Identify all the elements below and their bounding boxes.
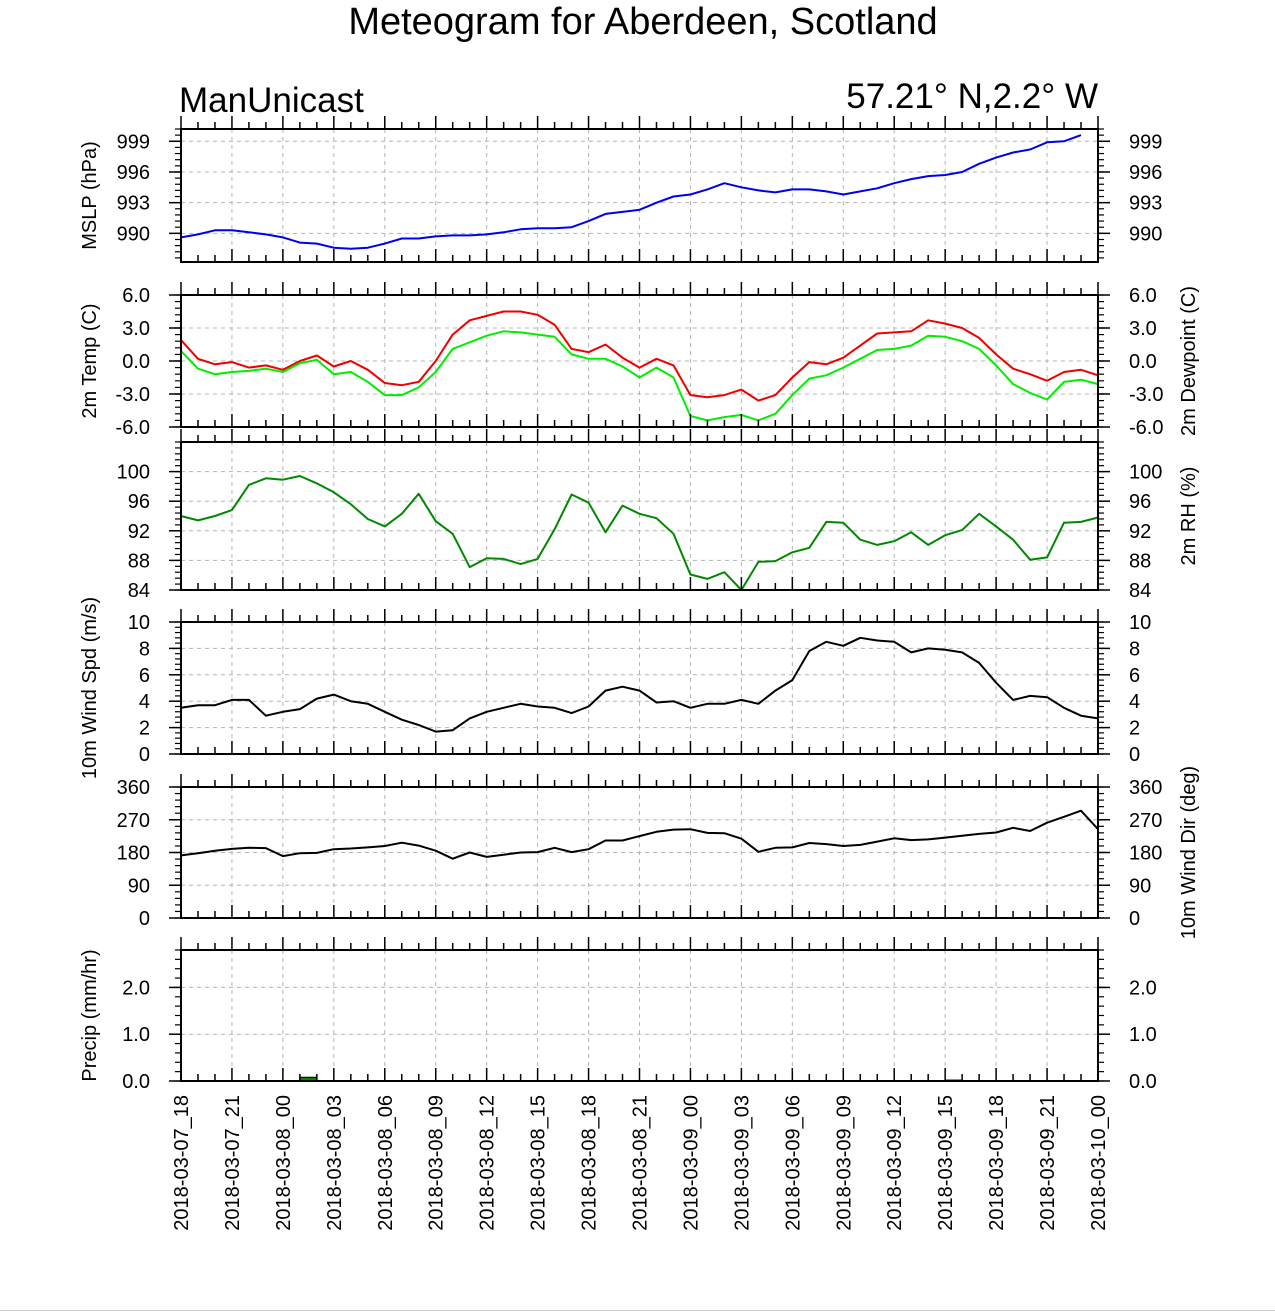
y-axis-title-left: 2m Temp (C) [79, 303, 101, 418]
chart-title: Meteogram for Aberdeen, Scotland [348, 1, 937, 43]
y-tick-label-left: 1.0 [122, 1024, 150, 1046]
y-tick-label-left: 6.0 [122, 285, 150, 307]
panel-5: 0 0 90 90 180 180 270 270 360 360 10m Wind Dir (de… [117, 766, 1200, 939]
x-tick-label: 2018-03-08_03 [324, 1095, 346, 1231]
panel-2: -6.0 -6.0 -3.0 -3.0 0.0 0.0 3.0 3.0 6.0 6.0 2m Tem… [79, 282, 1200, 439]
y-tick-label-left: 0.0 [122, 351, 150, 373]
y-axis-title-left: Precip (mm/hr) [79, 949, 101, 1081]
y-tick-label-right: 360 [1129, 777, 1162, 799]
y-tick-label-left: 10 [128, 612, 150, 634]
y-tick-label-left: 996 [117, 162, 150, 184]
y-tick-label-right: 999 [1129, 131, 1162, 153]
y-tick-label-right: 0 [1129, 908, 1140, 930]
x-tick-label: 2018-03-08_06 [375, 1095, 397, 1231]
location-label: 57.21° N,2.2° W [846, 77, 1098, 116]
y-tick-label-left: 92 [128, 521, 150, 543]
y-tick-label-right: 10 [1129, 612, 1151, 634]
y-tick-label-right: 0.0 [1129, 1071, 1157, 1093]
x-tick-label: 2018-03-09_21 [1037, 1095, 1059, 1231]
y-tick-label-left: 90 [128, 875, 150, 897]
y-tick-label-right: 88 [1129, 550, 1151, 572]
y-tick-label-right: 6.0 [1129, 285, 1157, 307]
series-line-5-1 [180, 809, 1099, 860]
x-tick-label: 2018-03-07_21 [222, 1095, 244, 1231]
y-tick-label-left: 3.0 [122, 318, 150, 340]
series-line-3-1 [180, 475, 1099, 591]
y-axis-title-left: MSLP (hPa) [79, 141, 101, 250]
y-tick-label-right: 96 [1129, 491, 1151, 513]
y-tick-label-left: 100 [117, 462, 150, 484]
y-axis-title-right: 10m Wind Dir (deg) [1178, 766, 1200, 939]
panel-6: 0.0 0.0 1.0 1.0 2.0 2.0 Precip (mm/hr) [79, 937, 1157, 1093]
x-tick-label: 2018-03-09_15 [935, 1095, 957, 1231]
x-tick-label: 2018-03-08_18 [579, 1095, 601, 1231]
y-tick-label-right: 180 [1129, 843, 1162, 865]
y-tick-label-right: 993 [1129, 193, 1162, 215]
y-tick-label-right: -3.0 [1129, 384, 1163, 406]
y-tick-label-right: 92 [1129, 521, 1151, 543]
y-tick-label-right: 84 [1129, 580, 1151, 602]
y-tick-label-right: 90 [1129, 875, 1151, 897]
y-tick-label-left: 8 [139, 638, 150, 660]
y-tick-label-left: 360 [117, 777, 150, 799]
x-tick-label: 2018-03-08_00 [273, 1095, 295, 1231]
y-tick-label-left: 2.0 [122, 977, 150, 999]
series-line-4-1 [180, 636, 1099, 733]
y-tick-label-left: 6 [139, 665, 150, 687]
x-tick-label: 2018-03-08_15 [528, 1095, 550, 1231]
series-line-1-1 [180, 134, 1082, 250]
y-axis-title-right: 2m RH (%) [1178, 467, 1200, 566]
y-tick-label-left: 84 [128, 580, 150, 602]
y-tick-label-right: 2.0 [1129, 977, 1157, 999]
x-tick-label: 2018-03-09_18 [986, 1095, 1008, 1231]
series-line-2-1 [180, 310, 1099, 402]
y-tick-label-right: 1.0 [1129, 1024, 1157, 1046]
x-tick-label: 2018-03-08_12 [477, 1095, 499, 1231]
y-tick-label-right: 3.0 [1129, 318, 1157, 340]
y-tick-label-right: 8 [1129, 638, 1140, 660]
y-tick-label-left: -3.0 [116, 384, 150, 406]
y-axis-title-left: 10m Wind Spd (m/s) [79, 597, 101, 779]
y-tick-label-right: 270 [1129, 810, 1162, 832]
x-tick-label: 2018-03-09_00 [680, 1095, 702, 1231]
y-tick-label-left: 999 [117, 131, 150, 153]
series-line-2-2 [180, 330, 1099, 422]
y-axis-title-right: 2m Dewpoint (C) [1178, 286, 1200, 436]
y-tick-label-right: 4 [1129, 691, 1140, 713]
y-tick-label-left: 993 [117, 193, 150, 215]
x-tick-label: 2018-03-07_18 [171, 1095, 193, 1231]
y-tick-label-left: 270 [117, 810, 150, 832]
x-tick-label: 2018-03-09_09 [833, 1095, 855, 1231]
x-tick-label: 2018-03-10_00 [1088, 1095, 1110, 1231]
y-tick-label-right: 0.0 [1129, 351, 1157, 373]
y-tick-label-left: 990 [117, 223, 150, 245]
y-tick-label-left: 180 [117, 843, 150, 865]
x-tick-label: 2018-03-08_21 [630, 1095, 652, 1231]
y-tick-label-left: 96 [128, 491, 150, 513]
y-tick-label-right: 996 [1129, 162, 1162, 184]
y-tick-label-left: 88 [128, 550, 150, 572]
y-tick-label-right: 0 [1129, 744, 1140, 766]
y-tick-label-right: 6 [1129, 665, 1140, 687]
x-tick-label: 2018-03-09_12 [884, 1095, 906, 1231]
y-tick-label-left: -6.0 [116, 417, 150, 439]
x-tick-label: 2018-03-08_09 [426, 1095, 448, 1231]
y-tick-label-left: 0 [139, 744, 150, 766]
y-tick-label-left: 0 [139, 908, 150, 930]
x-tick-label: 2018-03-09_03 [731, 1095, 753, 1231]
model-label: ManUnicast [179, 81, 364, 120]
y-tick-label-left: 0.0 [122, 1071, 150, 1093]
y-tick-label-left: 4 [139, 691, 150, 713]
panel-1: 990 990 993 993 996 996 999 999 MSLP (hPa) [79, 116, 1162, 263]
y-tick-label-right: 100 [1129, 462, 1162, 484]
y-tick-label-right: 990 [1129, 223, 1162, 245]
y-tick-label-right: -6.0 [1129, 417, 1163, 439]
x-tick-label: 2018-03-09_06 [782, 1095, 804, 1231]
y-tick-label-right: 2 [1129, 718, 1140, 740]
y-tick-label-left: 2 [139, 718, 150, 740]
panel-4: 0 0 2 2 4 4 6 6 8 8 10 10 10m Wind Spd (m/s) [79, 597, 1151, 779]
panel-3: 84 84 88 88 92 92 96 96 100 100 2m RH (%) [117, 429, 1200, 602]
